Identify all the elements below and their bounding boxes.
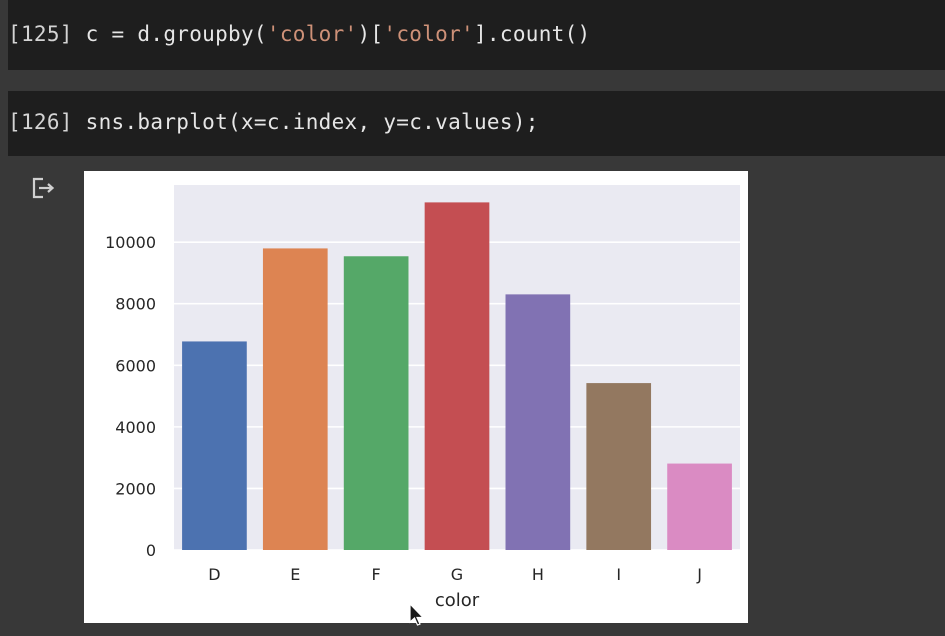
code-text: )[ <box>357 22 384 46</box>
mouse-cursor-icon <box>409 602 425 633</box>
string-literal: 'color' <box>383 22 474 46</box>
code-text: ].count() <box>473 22 591 46</box>
x-axis-label: color <box>435 590 480 611</box>
y-tick-label: 0 <box>146 541 156 560</box>
x-tick-label: E <box>290 565 300 584</box>
code-line[interactable]: [126] sns.barplot(x=c.index, y=c.values)… <box>8 110 539 134</box>
code-line[interactable]: [125] c = d.groupby('color')['color'].co… <box>8 22 590 46</box>
bar-g <box>424 202 490 550</box>
x-tick-label: F <box>372 565 381 584</box>
bar-h <box>505 294 571 550</box>
plot-output: 0 2000 4000 6000 8000 10000 D E F G H I J color <box>84 171 748 623</box>
bar-f <box>343 256 409 550</box>
x-tick-label: G <box>451 565 463 584</box>
y-tick-label: 10000 <box>105 233 156 252</box>
x-tick-label: J <box>696 565 702 584</box>
execution-count: [125] <box>8 22 73 46</box>
string-literal: 'color' <box>266 22 358 46</box>
output-exit-icon[interactable] <box>30 176 58 202</box>
bar-i <box>586 383 652 550</box>
y-tick-label: 6000 <box>115 356 156 375</box>
code-text: sns.barplot(x=c.index, y=c.values); <box>72 110 539 134</box>
y-tick-label: 8000 <box>115 295 156 314</box>
bar-chart: 0 2000 4000 6000 8000 10000 D E F G H I J color <box>105 185 740 611</box>
bar-j <box>667 463 732 550</box>
bar-e <box>262 248 328 551</box>
y-tick-label: 4000 <box>115 418 156 437</box>
x-tick-label: D <box>208 565 220 584</box>
code-cell-126[interactable]: [126] sns.barplot(x=c.index, y=c.values)… <box>8 91 945 156</box>
bar-d <box>182 341 247 550</box>
x-tick-label: H <box>532 565 544 584</box>
x-tick-label: I <box>616 565 621 584</box>
code-cell-125[interactable]: [125] c = d.groupby('color')['color'].co… <box>8 0 945 70</box>
code-text: c = d.groupby( <box>72 22 267 46</box>
execution-count: [126] <box>8 110 73 134</box>
y-tick-label: 2000 <box>115 479 156 498</box>
